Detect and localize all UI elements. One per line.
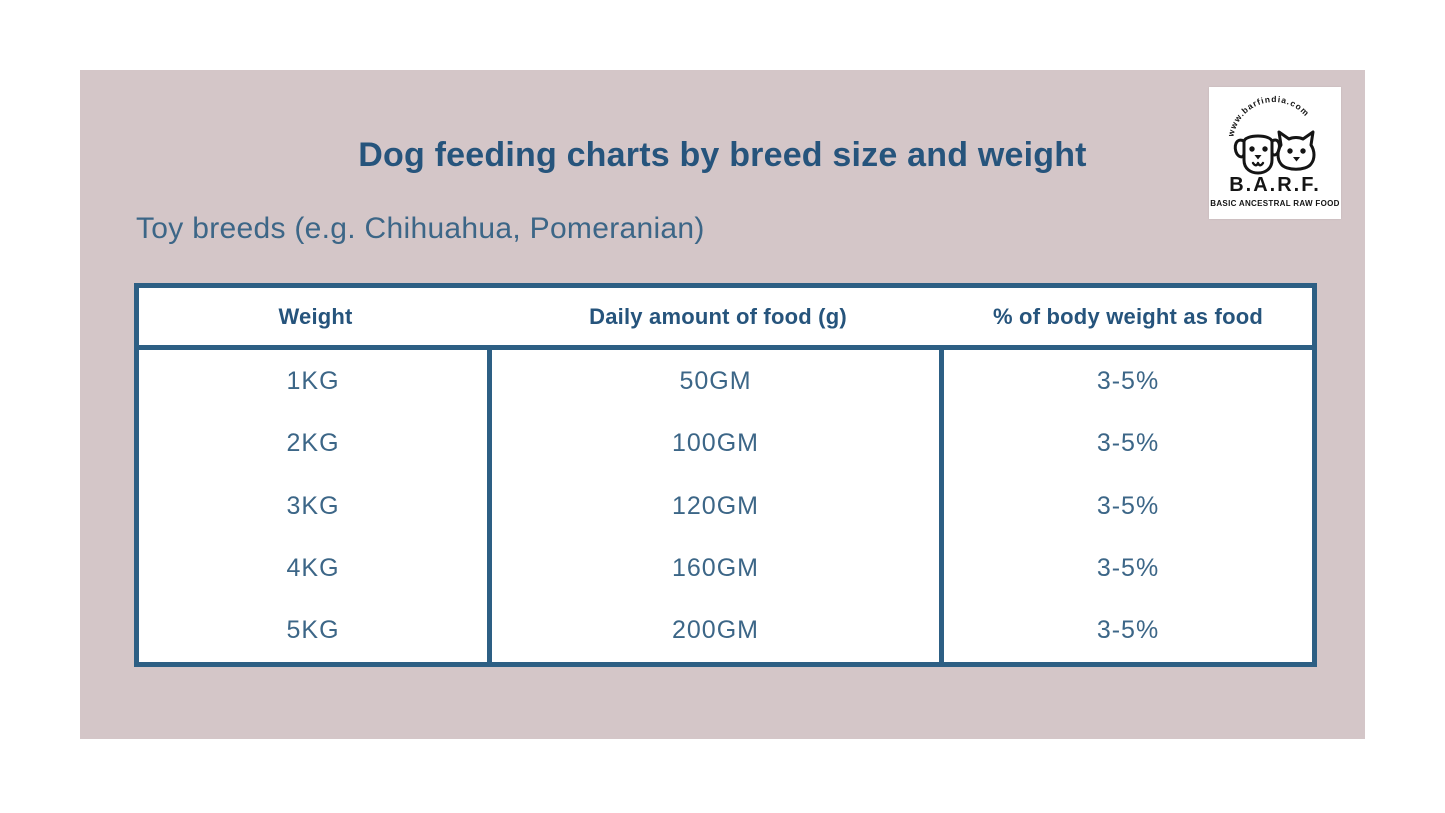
table-cell: 4KG xyxy=(286,553,340,582)
table-cell: 3-5% xyxy=(1096,491,1160,520)
table-cell: 50GM xyxy=(679,366,752,395)
table-cell: 3-5% xyxy=(1096,429,1160,458)
logo-name: B.A.R.F. xyxy=(1229,174,1321,196)
table-body: 1KG 2KG 3KG 4KG 5KG 50GM 100GM 120GM 160… xyxy=(139,350,1312,662)
table-cell: 100GM xyxy=(672,429,759,458)
table-cell: 120GM xyxy=(672,491,759,520)
table-cell: 2KG xyxy=(286,429,340,458)
dog-cat-icon: www.barfindia.com xyxy=(1225,94,1316,175)
column-header-weight: Weight xyxy=(278,303,353,329)
feeding-table: Weight Daily amount of food (g) % of bod… xyxy=(134,283,1317,667)
logo-tagline: BASIC ANCESTRAL RAW FOOD xyxy=(1210,199,1340,208)
barf-logo: www.barfindia.com xyxy=(1209,87,1341,219)
section-subtitle: Toy breeds (e.g. Chihuahua, Pomeranian) xyxy=(136,212,705,245)
table-cell: 3-5% xyxy=(1096,553,1160,582)
column-header-percent-body-weight: % of body weight as food xyxy=(992,303,1263,329)
column-percent-body-weight: 3-5% 3-5% 3-5% 3-5% 3-5% xyxy=(944,350,1312,662)
column-weight: 1KG 2KG 3KG 4KG 5KG xyxy=(139,350,492,662)
table-header-row: Weight Daily amount of food (g) % of bod… xyxy=(139,288,1312,350)
panel-background: Dog feeding charts by breed size and wei… xyxy=(80,70,1365,739)
logo-website-arc: www.barfindia.com xyxy=(1225,94,1311,138)
table-cell: 200GM xyxy=(672,616,759,645)
column-daily-amount: 50GM 100GM 120GM 160GM 200GM xyxy=(492,350,944,662)
table-cell: 3-5% xyxy=(1096,366,1160,395)
table-cell: 3-5% xyxy=(1096,616,1160,645)
column-header-daily-amount: Daily amount of food (g) xyxy=(589,303,847,329)
table-cell: 160GM xyxy=(672,553,759,582)
page-title: Dog feeding charts by breed size and wei… xyxy=(358,136,1087,174)
table-cell: 1KG xyxy=(286,366,340,395)
table-cell: 3KG xyxy=(286,491,340,520)
table-cell: 5KG xyxy=(286,616,340,645)
